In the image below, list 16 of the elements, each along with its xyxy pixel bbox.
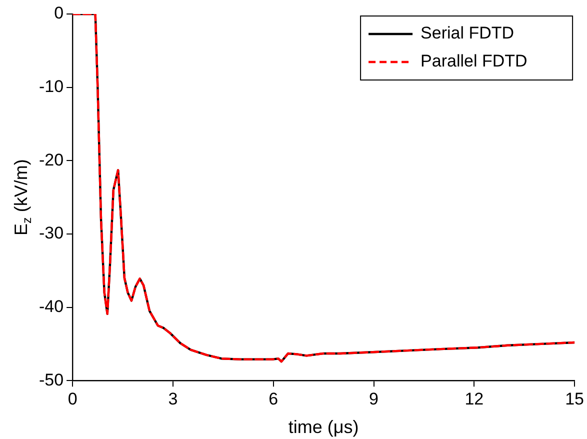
x-tick-label: 15 [565,389,584,408]
y-axis-title: Ez (kV/m) [10,159,34,236]
x-axis-title: time (μs) [288,416,359,437]
x-tick-label: 9 [369,389,378,408]
y-tick-label: -20 [38,150,64,170]
y-tick-label: -50 [38,370,64,390]
x-tick-label: 12 [464,389,484,408]
y-tick-label: -40 [38,296,64,316]
legend-label: Parallel FDTD [420,52,528,71]
x-tick-label: 3 [168,389,178,408]
legend-label: Serial FDTD [420,24,514,43]
x-tick-label: 0 [68,389,78,408]
y-tick-label: -30 [38,224,64,243]
y-tick-label: 0 [54,4,64,23]
y-tick-label: -10 [38,77,64,96]
x-tick-label: 6 [268,389,278,408]
